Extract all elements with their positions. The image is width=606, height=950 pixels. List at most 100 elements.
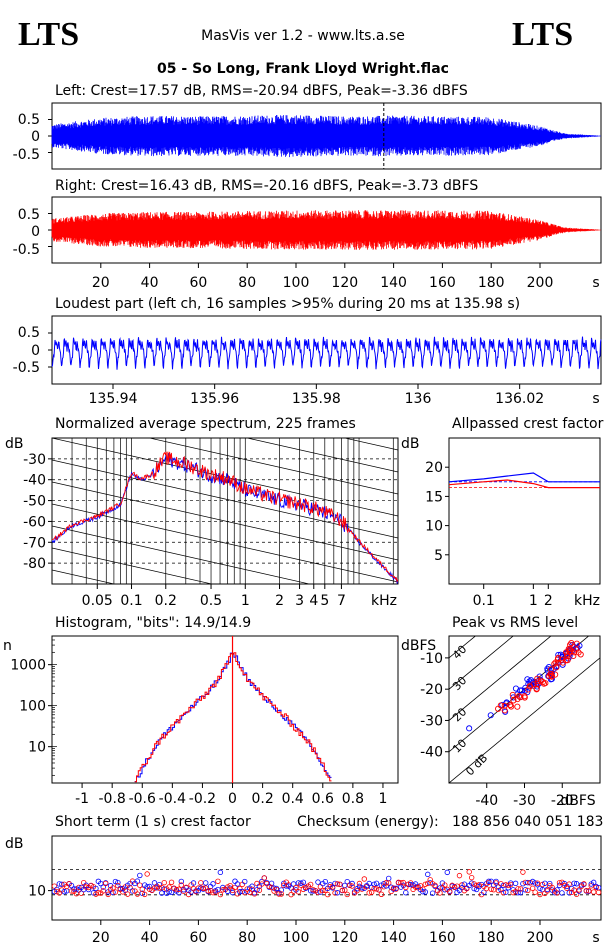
peak-rms-right-point (514, 703, 521, 710)
crest-right-point (566, 881, 572, 887)
spectrum-title: Normalized average spectrum, 225 frames (55, 416, 356, 432)
peak-rms-yunit: dBFS (401, 638, 436, 654)
crest-right-point (307, 881, 314, 888)
crest-right-point (102, 880, 109, 887)
right-ytick: 0 (31, 224, 40, 240)
crest-right-point (583, 887, 590, 894)
left-ytick: 0 (31, 129, 40, 145)
crest-right-point (454, 883, 460, 889)
spectrum-plot: -30 -40 -50 -60 -70 -80 0.05 0.1 0.2 0.5 1 2 3 4 5 7 (23, 437, 399, 609)
crest-right-point (508, 881, 514, 888)
crest-left-point (217, 869, 224, 876)
crest-left-point (420, 888, 426, 895)
crest-right-point (227, 882, 233, 889)
crest-title: Short term (1 s) crest factor (55, 814, 251, 830)
crest-right-point (549, 884, 555, 891)
crest-right-point (466, 869, 472, 875)
spectrum-slope-line (52, 438, 398, 517)
peak-rms-ytick-label: -10 (420, 651, 443, 667)
left-ytick: 0.5 (18, 112, 40, 128)
left-ytick: -0.5 (13, 147, 40, 163)
spectrum-left-trace (52, 453, 398, 584)
crest-right-point (239, 881, 246, 888)
crest-right-point (166, 884, 172, 890)
crest-xtick-label: 20 (92, 930, 110, 946)
crest-xtick-label: 200 (527, 930, 554, 946)
crest-left-point (566, 890, 572, 896)
peak-rms-right-point (508, 703, 515, 710)
crest-left-point (176, 890, 182, 896)
peak-rms-right-point (559, 659, 567, 666)
crest-right-point (200, 885, 206, 892)
spectrum-xtick-label: 4 (309, 593, 318, 609)
crest-left-point (300, 879, 307, 885)
peak-rms-right-point (552, 659, 559, 666)
right-xtick-label: 40 (141, 275, 159, 291)
crest-left-point (437, 885, 443, 891)
crest-right-point (325, 891, 331, 898)
allpass-left-trace (448, 472, 600, 483)
crest-left-point (461, 881, 468, 887)
crest-right-point (100, 888, 106, 894)
peak-rms-right-point (507, 702, 514, 709)
histogram-xtick-label: 0.8 (342, 791, 364, 807)
peak-rms-right-point (567, 641, 574, 648)
crest-left-point (112, 878, 119, 885)
crest-left-point (332, 880, 338, 887)
crest-right-point (486, 879, 492, 886)
peak-rms-diag-line (449, 636, 552, 721)
crest-right-point (376, 887, 382, 893)
crest-xtick-label: 80 (238, 930, 256, 946)
peak-rms-right-point (495, 705, 502, 712)
histogram-ytick-label: 100 (19, 699, 46, 715)
crest-left-point (71, 886, 77, 892)
crest-right-point (432, 882, 438, 889)
crest-ytick-label: 10 (28, 884, 46, 900)
crest-xtick-label: 100 (283, 930, 310, 946)
loudest-ytick: 0.5 (18, 325, 40, 341)
peak-rms-right-point (501, 707, 508, 714)
allpass-xunit: kHz (574, 593, 600, 609)
crest-right-point (361, 876, 368, 882)
crest-left-point (427, 880, 433, 886)
crest-xtick-label: 160 (429, 930, 456, 946)
crest-left-point (590, 879, 597, 886)
crest-right-point (161, 879, 167, 886)
crest-left-point (151, 880, 158, 886)
crest-right-point (593, 884, 599, 891)
peak-rms-right-point (542, 680, 549, 687)
histogram-title: Histogram, "bits": 14.9/14.9 (55, 615, 251, 631)
crest-left-point (334, 890, 341, 896)
crest-right-point (251, 891, 258, 897)
crest-left-point (425, 871, 431, 878)
crest-left-point (315, 879, 321, 885)
crest-right-point (256, 887, 263, 893)
crest-right-point (144, 871, 150, 877)
checksum-value: 188 856 040 051 183 (452, 814, 603, 830)
histogram-xtick-label: 0 (228, 791, 237, 807)
crest-left-point (229, 889, 236, 896)
right-xtick-label: 140 (380, 275, 407, 291)
allpass-plot: 20 15 10 5 0.1 1 2 (425, 437, 601, 609)
crest-right-point (590, 889, 597, 895)
crest-right-point (473, 882, 480, 889)
crest-left-point (429, 890, 436, 896)
crest-right-point (112, 889, 119, 895)
crest-right-point (366, 890, 372, 896)
crest-right-point (368, 889, 375, 895)
crest-left-point (444, 869, 450, 876)
spectrum-xtick-label: 7 (337, 593, 346, 609)
crest-right-point (342, 887, 348, 893)
peak-rms-right-point (563, 651, 571, 658)
right-waveform-plot (48, 196, 602, 264)
right-xtick-label: 160 (429, 275, 456, 291)
peak-rms-ytick-label: -30 (420, 713, 443, 729)
crest-right-point (334, 881, 341, 887)
loudest-xtick-label: 136 (405, 391, 432, 407)
histogram-frame (51, 635, 399, 784)
spectrum-slope-line (52, 547, 214, 584)
crest-right-point (383, 880, 389, 886)
crest-xunit: s (592, 930, 599, 946)
peak-rms-right-point (558, 656, 565, 663)
histogram-xtick-label: 0.6 (312, 791, 334, 807)
